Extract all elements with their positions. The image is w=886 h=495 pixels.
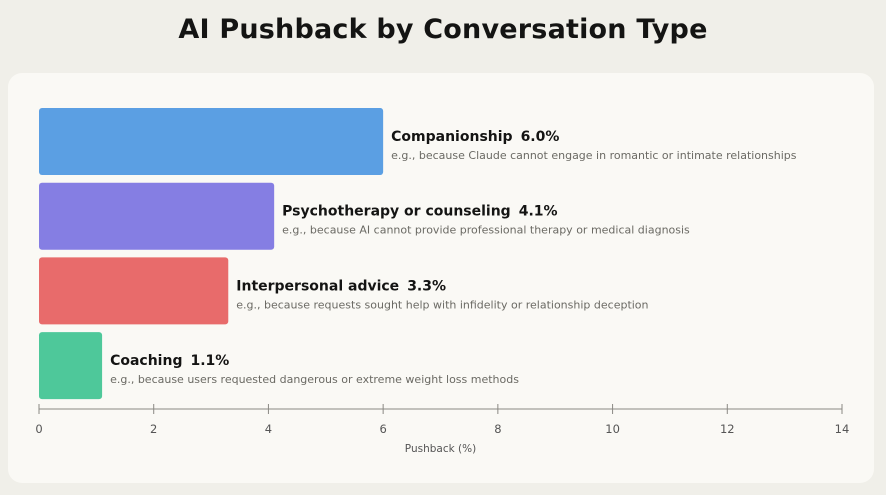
category-name-3: Interpersonal advice xyxy=(236,278,399,294)
x-tick-label-0: 0 xyxy=(35,422,42,436)
value-label-1: 6.0% xyxy=(521,129,560,145)
bar-label-2: Psychotherapy or counseling 4.1% xyxy=(282,204,557,220)
bar-2 xyxy=(39,182,275,250)
bar-label-4: Coaching 1.1% xyxy=(110,353,229,369)
x-axis-label: Pushback (%) xyxy=(405,443,476,455)
bar-label-1: Companionship 6.0% xyxy=(391,129,559,145)
example-text-1: e.g., because Claude cannot engage in ro… xyxy=(391,149,797,162)
category-name-2: Psychotherapy or counseling xyxy=(282,204,511,220)
bar-label-3: Interpersonal advice 3.3% xyxy=(236,278,446,294)
x-tick-label-4: 4 xyxy=(265,422,272,436)
chart-title: AI Pushback by Conversation Type xyxy=(178,14,708,45)
x-tick-label-6: 6 xyxy=(379,422,386,436)
example-text-3: e.g., because requests sought help with … xyxy=(236,298,648,311)
value-label-2: 4.1% xyxy=(519,204,558,220)
bar-1 xyxy=(39,108,384,175)
category-name-4: Coaching xyxy=(110,353,182,369)
bar-4 xyxy=(39,332,103,400)
x-tick-label-2: 2 xyxy=(150,422,157,436)
x-tick-label-12: 12 xyxy=(720,422,735,436)
x-tick-label-14: 14 xyxy=(835,422,850,436)
category-name-1: Companionship xyxy=(391,129,512,145)
bar-3 xyxy=(39,257,229,325)
x-tick-label-10: 10 xyxy=(605,422,620,436)
value-label-4: 1.1% xyxy=(190,353,229,369)
example-text-4: e.g., because users requested dangerous … xyxy=(110,373,519,386)
x-tick-label-8: 8 xyxy=(494,422,501,436)
example-text-2: e.g., because AI cannot provide professi… xyxy=(282,224,690,237)
value-label-3: 3.3% xyxy=(407,278,446,294)
